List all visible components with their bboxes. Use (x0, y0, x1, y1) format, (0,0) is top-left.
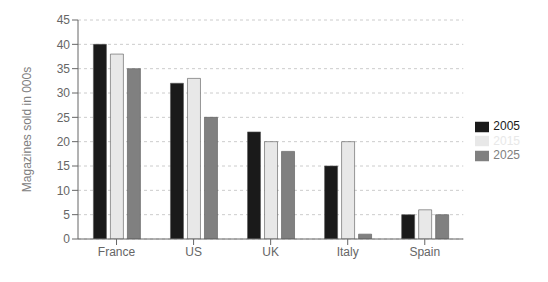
svg-text:US: US (185, 245, 202, 259)
html-text:2015: 2015 (493, 133, 520, 148)
svg-text:Magazines sold in 000s: Magazines sold in 000s (20, 67, 34, 192)
svg-text:15: 15 (57, 159, 71, 173)
svg-text:10: 10 (57, 184, 71, 198)
svg-text:20: 20 (57, 135, 71, 149)
html-text:2025: 2025 (493, 148, 520, 163)
svg-text:France: France (98, 245, 136, 259)
svg-text:Spain: Spain (409, 245, 440, 259)
svg-text:45: 45 (57, 13, 71, 27)
svg-text:UK: UK (262, 245, 279, 259)
svg-text:25: 25 (57, 111, 71, 125)
html-text:2005: 2005 (493, 118, 520, 133)
svg-text:5: 5 (63, 208, 70, 222)
svg-text:30: 30 (57, 86, 71, 100)
svg-text:35: 35 (57, 62, 71, 76)
svg-text:40: 40 (57, 38, 71, 52)
svg-text:Italy: Italy (337, 245, 359, 259)
svg-text:0: 0 (63, 232, 70, 246)
